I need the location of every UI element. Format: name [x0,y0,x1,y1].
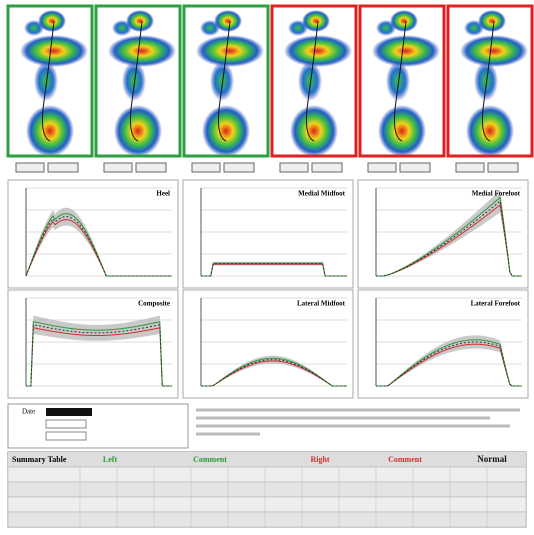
button[interactable] [224,163,254,172]
chart-panel: Composite [8,290,178,398]
chart-panel: Medial Midfoot [183,180,353,288]
chart-title: Lateral Forefoot [471,300,521,308]
button[interactable] [104,163,132,172]
button[interactable] [456,163,484,172]
footprint-panel [360,6,444,172]
footprint-panel [184,6,268,172]
footprint-panel [448,6,532,172]
info-box: Date [8,404,520,448]
footprint-panel [8,6,92,172]
table-header: Comment [388,455,422,464]
chart-title: Composite [138,300,170,308]
button[interactable] [16,163,44,172]
button[interactable] [488,163,518,172]
chart-panel: Lateral Midfoot [183,290,353,398]
chart-grid: Heel Medial Midfoot Medial Forefoot Composi… [8,180,528,398]
row-bg [8,497,526,512]
table-header: Comment [193,455,227,464]
button[interactable] [312,163,342,172]
page: {"panels": {"titles": ["Heel", "Medial M… [0,0,534,530]
table-header: Right [310,455,329,464]
button[interactable] [400,163,430,172]
button[interactable] [192,163,220,172]
chart-title: Heel [156,190,170,198]
header-bg [8,452,526,467]
summary-table: Summary Table Left Comment Right Comment Norm… [8,452,526,527]
row-bg [8,512,526,527]
footprint-panel [96,6,180,172]
footprint-row [8,6,532,172]
chart-panel: Heel [8,180,178,288]
chart-frame [8,180,178,288]
button[interactable] [48,163,78,172]
chart-title: Lateral Midfoot [297,300,346,308]
table-header: Normal [477,454,507,464]
footprint-panel [272,6,356,172]
date-label: Date [22,408,35,416]
row-bg [8,467,526,482]
screen: Heel Medial Midfoot Medial Forefoot Composi… [0,0,534,530]
button[interactable] [280,163,308,172]
chart-title: Medial Forefoot [472,190,521,198]
chart-title: Medial Midfoot [298,190,346,198]
row-bg [8,482,526,497]
table-title: Summary Table [12,455,67,464]
button[interactable] [368,163,396,172]
chart-panel: Lateral Forefoot [358,290,528,398]
table-header: Left [103,455,118,464]
button[interactable] [136,163,166,172]
chart-panel: Medial Forefoot [358,180,528,288]
